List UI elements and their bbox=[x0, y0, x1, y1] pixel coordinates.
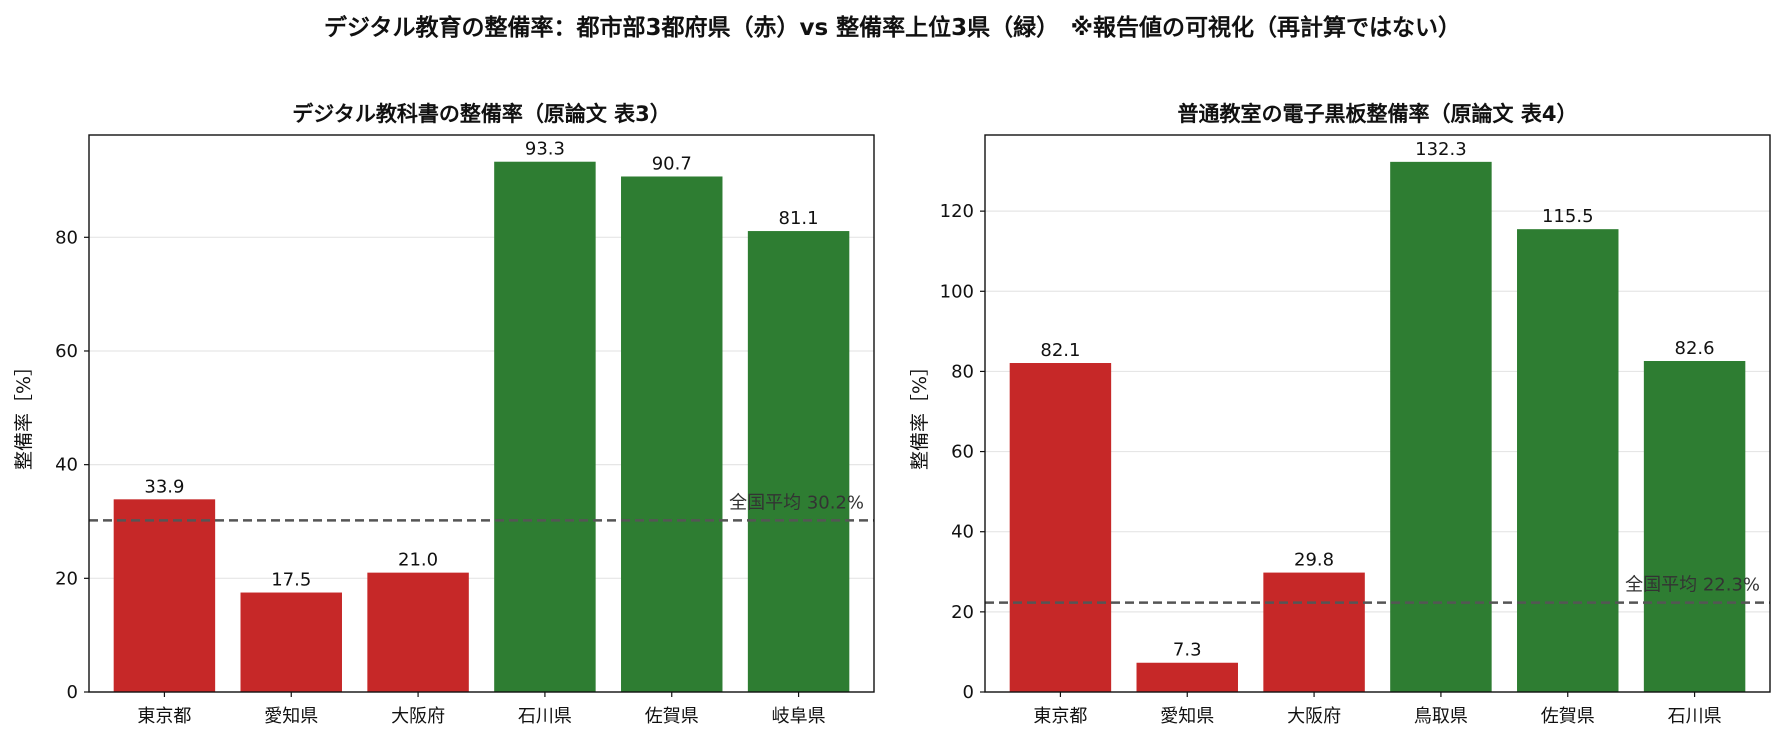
plot-frame bbox=[984, 134, 1771, 693]
subplot-title: デジタル教科書の整備率（原論文 表3） bbox=[292, 102, 671, 126]
x-tick-label: 岐阜県 bbox=[772, 706, 826, 727]
y-tick-label: 60 bbox=[55, 341, 78, 362]
bar bbox=[1136, 662, 1238, 692]
bar bbox=[1009, 363, 1112, 692]
bar-value-label: 132.3 bbox=[1415, 139, 1467, 160]
y-tick-label: 0 bbox=[67, 682, 78, 703]
bar-value-label: 93.3 bbox=[525, 139, 565, 160]
bar bbox=[1517, 229, 1619, 692]
x-tick-label: 鳥取県 bbox=[1414, 706, 1468, 727]
y-tick-label: 0 bbox=[963, 682, 974, 703]
x-tick-label: 佐賀県 bbox=[1541, 706, 1595, 727]
bar-value-label: 82.6 bbox=[1675, 338, 1715, 359]
bar bbox=[1643, 361, 1746, 692]
x-tick-label: 東京都 bbox=[1033, 706, 1087, 727]
bar bbox=[113, 499, 216, 692]
bar bbox=[494, 161, 596, 693]
x-tick-label: 大阪府 bbox=[1287, 706, 1341, 727]
chart-panel-digital-textbook: 33.9 東京都 17.5 愛知県 21.0 大阪府 93.3 石川県 90.7 佐賀県 81.1 岐… bbox=[13, 102, 875, 727]
x-tick-label: 東京都 bbox=[137, 706, 191, 727]
bar bbox=[747, 231, 850, 692]
bar-value-label: 21.0 bbox=[398, 550, 438, 571]
bar-value-label: 29.8 bbox=[1294, 550, 1334, 571]
bar-value-label: 33.9 bbox=[144, 476, 184, 497]
plot-frame bbox=[88, 134, 875, 693]
bar-value-label: 90.7 bbox=[652, 153, 692, 174]
bar bbox=[1263, 572, 1365, 692]
bar bbox=[367, 572, 469, 692]
bar bbox=[240, 592, 342, 692]
x-tick-label: 愛知県 bbox=[1160, 706, 1214, 727]
y-tick-label: 80 bbox=[951, 361, 974, 382]
y-tick-label: 20 bbox=[951, 602, 974, 623]
y-tick-label: 40 bbox=[55, 455, 78, 476]
subplot-title: 普通教室の電子黒板整備率（原論文 表4） bbox=[1178, 102, 1578, 126]
national-average-label: 全国平均 30.2% bbox=[729, 492, 864, 513]
x-tick-label: 佐賀県 bbox=[645, 706, 699, 727]
y-tick-label: 120 bbox=[940, 201, 974, 222]
bar-value-label: 17.5 bbox=[271, 570, 311, 591]
bar bbox=[1390, 161, 1492, 692]
y-tick-label: 100 bbox=[940, 281, 974, 302]
bar-value-label: 82.1 bbox=[1040, 340, 1080, 361]
x-tick-label: 愛知県 bbox=[264, 706, 318, 727]
y-axis-title: 整備率［%］ bbox=[909, 357, 931, 470]
y-tick-label: 80 bbox=[55, 227, 78, 248]
figure-title: デジタル教育の整備率：都市部3都府県（赤）vs 整備率上位3県（緑） ※報告値の… bbox=[323, 15, 1462, 41]
y-axis-title: 整備率［%］ bbox=[13, 357, 35, 470]
x-tick-label: 大阪府 bbox=[391, 706, 445, 727]
bar bbox=[621, 176, 723, 692]
bar-value-label: 115.5 bbox=[1542, 206, 1594, 227]
y-tick-label: 20 bbox=[55, 568, 78, 589]
chart-panel-electronic-blackboard: 82.1 東京都 7.3 愛知県 29.8 大阪府 132.3 鳥取県 115.5 佐賀県 82.6… bbox=[909, 102, 1771, 727]
bar-value-label: 7.3 bbox=[1173, 640, 1202, 661]
national-average-label: 全国平均 22.3% bbox=[1625, 575, 1760, 596]
bar-value-label: 81.1 bbox=[779, 208, 819, 229]
y-tick-label: 60 bbox=[951, 442, 974, 463]
x-tick-label: 石川県 bbox=[518, 706, 572, 727]
x-tick-label: 石川県 bbox=[1668, 706, 1722, 727]
y-tick-label: 40 bbox=[951, 522, 974, 543]
